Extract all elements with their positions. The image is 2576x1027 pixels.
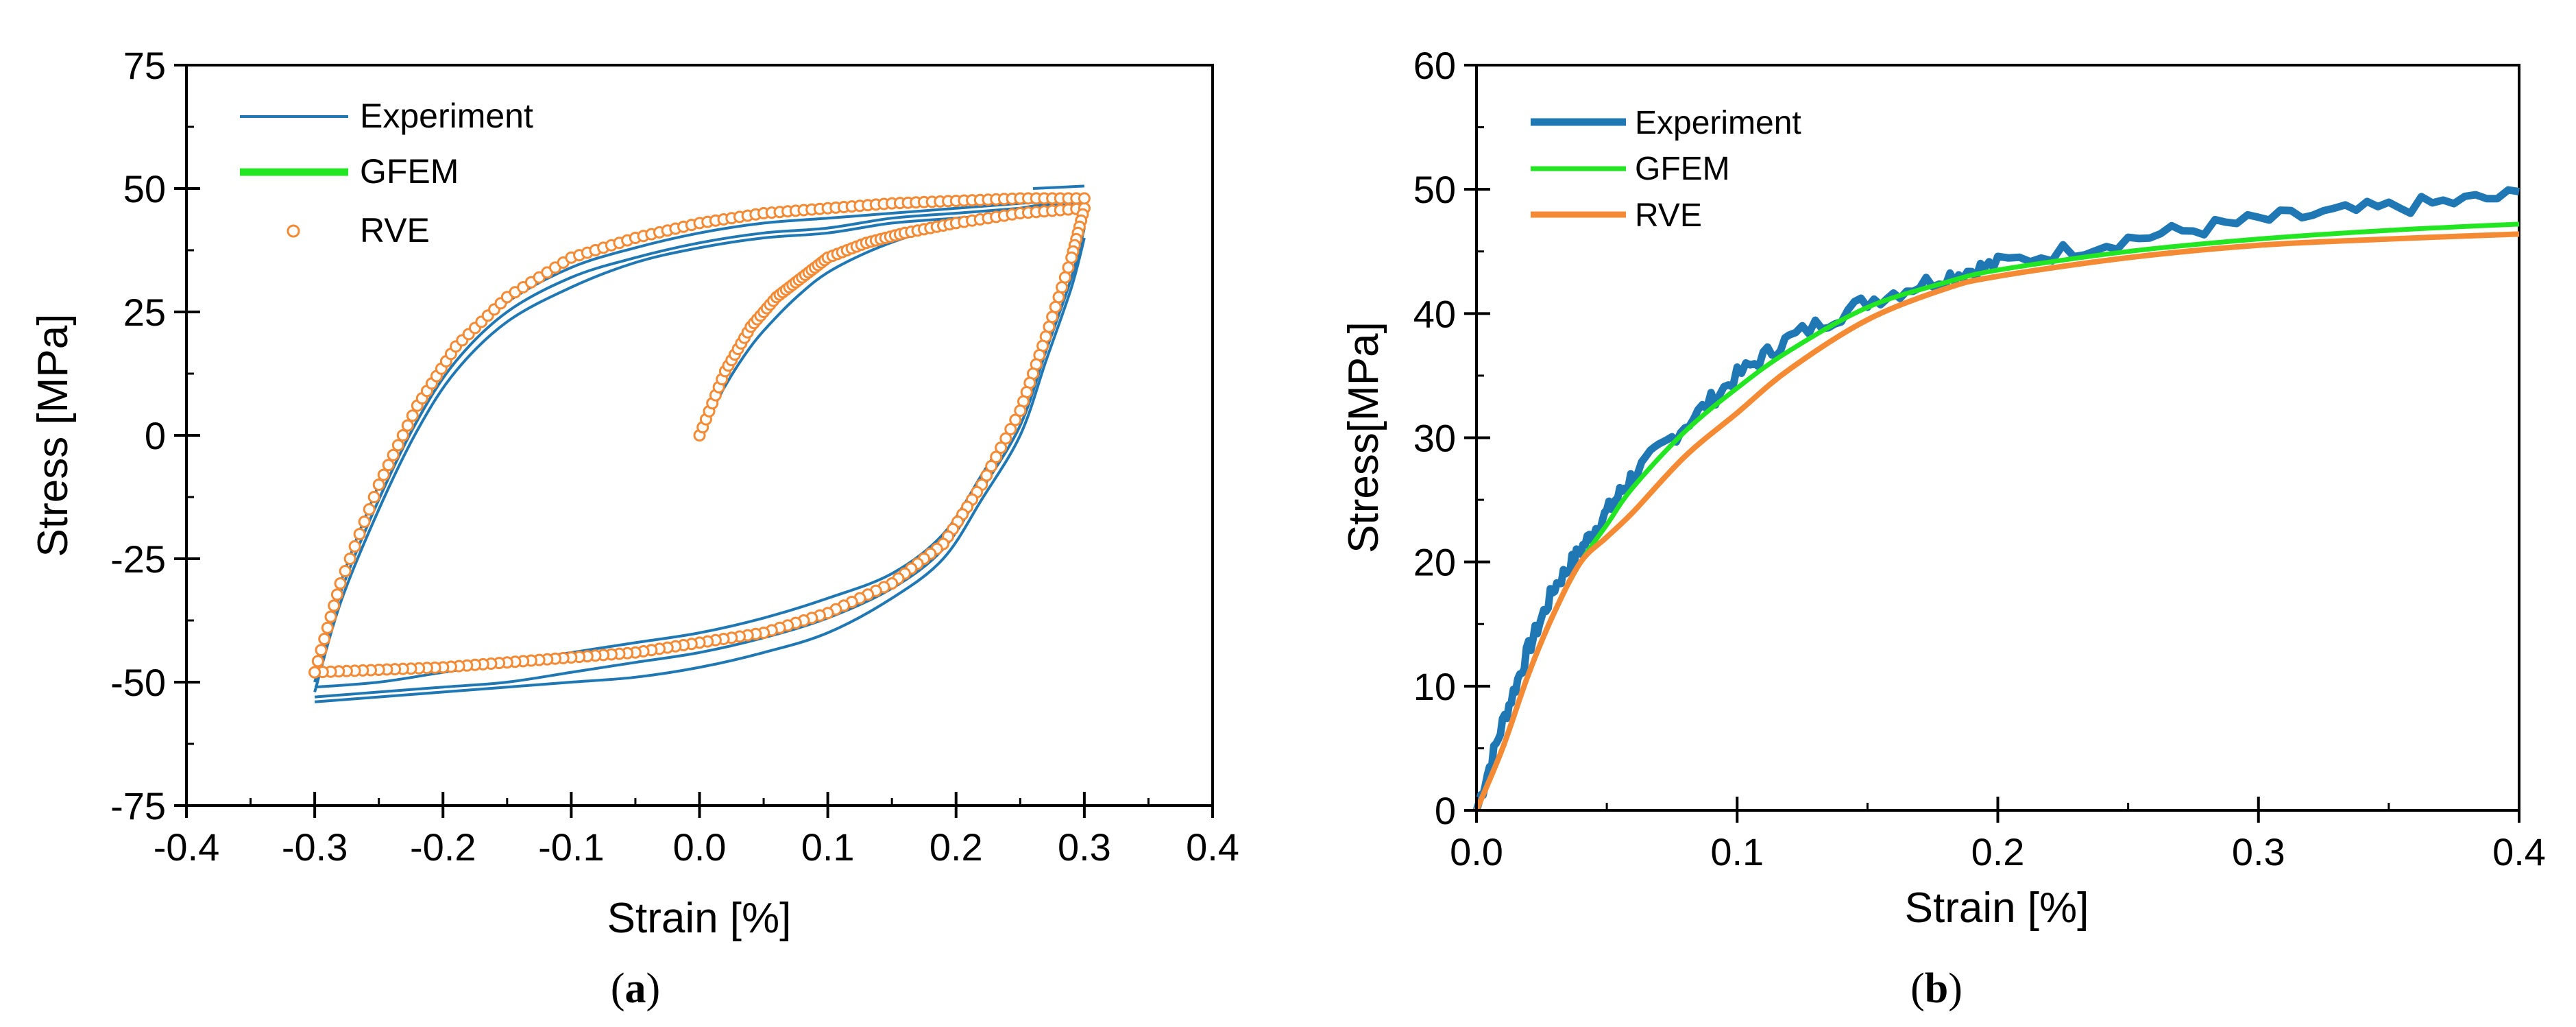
y-tick-label-b-4: 40 — [1413, 292, 1456, 335]
panel-caption-b: (b) — [1910, 965, 1963, 1012]
panel-b: 0.0 0.1 0.2 0.3 0.4 0 10 20 30 40 50 60 Experiment … — [1340, 44, 2546, 1012]
legend-gfem-label-b: GFEM — [1635, 151, 1730, 187]
experiment-curve-a-3 — [314, 237, 1086, 703]
y-tick-label-a-5: 50 — [123, 167, 166, 210]
rve-point-a-2-18 — [382, 459, 395, 472]
rve-point-a-1-24 — [1014, 404, 1027, 417]
panel-a: -0.4 -0.3 -0.2 -0.1 0.0 0.1 0.2 0.3 0.4 -75 -50 -25… — [29, 44, 1239, 1012]
rve-point-a-2-0 — [308, 666, 321, 679]
legend-gfem-label-a: GFEM — [360, 152, 459, 191]
y-tick-label-a-2: -25 — [110, 537, 166, 581]
rve-point-a-1-10 — [1058, 271, 1071, 284]
rve-point-a-1-25 — [1009, 413, 1022, 426]
rve-point-a-2-7 — [330, 588, 343, 601]
x-tick-label-a-5: 0.1 — [801, 825, 855, 869]
rve-point-a-1-11 — [1056, 281, 1069, 293]
y-tick-label-a-3: 0 — [145, 414, 166, 457]
legend-b: Experiment GFEM RVE — [1531, 105, 1801, 234]
experiment-curve-a-6 — [313, 206, 1085, 692]
rve-point-a-2-17 — [377, 468, 390, 481]
y-tick-label-b-6: 60 — [1413, 44, 1456, 87]
rve-point-a-1-12 — [1052, 291, 1065, 304]
y-tick-label-a-1: -50 — [110, 661, 166, 704]
x-tick-label-a-7: 0.3 — [1058, 825, 1111, 869]
y-tick-label-b-2: 20 — [1413, 541, 1456, 584]
rve-point-a-1-30 — [985, 460, 998, 472]
x-axis-title-a: Strain [%] — [607, 895, 792, 942]
rve-point-a-2-11 — [348, 540, 361, 553]
rve-point-a-2-23 — [406, 409, 419, 422]
legend-rve-label-b: RVE — [1635, 197, 1702, 234]
rve-point-a-2-3 — [318, 633, 331, 645]
rve-point-a-2-2 — [315, 644, 328, 657]
y-tick-label-b-1: 10 — [1413, 665, 1456, 708]
rve-point-a-1-13 — [1049, 300, 1062, 313]
rve-point-a-2-9 — [339, 565, 352, 577]
experiment-curve-a-7 — [1032, 184, 1084, 190]
series-layer-b — [1472, 186, 2520, 812]
y-tick-label-b-0: 0 — [1435, 789, 1456, 832]
rve-point-a-2-6 — [328, 599, 341, 612]
rve-point-a-2-13 — [358, 516, 371, 528]
experiment-curve-a-2 — [314, 228, 1086, 699]
x-tick-label-b-2: 0.2 — [1971, 830, 2025, 873]
y-tick-label-a-4: 25 — [123, 291, 166, 334]
rve-point-a-2-10 — [343, 553, 356, 565]
x-tick-label-b-1: 0.1 — [1710, 830, 1764, 873]
y-tick-label-a-6: 75 — [123, 44, 166, 87]
rve-point-a-2-16 — [372, 479, 385, 491]
x-tick-label-a-0: -0.4 — [154, 825, 220, 869]
x-tick-label-b-3: 0.3 — [2232, 830, 2285, 873]
rve-point-a-1-28 — [995, 442, 1008, 454]
y-tick-label-a-0: -75 — [110, 784, 166, 827]
legend-rve-label-a: RVE — [360, 211, 430, 250]
rve-point-a-1-26 — [1004, 423, 1017, 435]
panel-caption-a: (a) — [611, 965, 660, 1012]
rve-point-a-2-20 — [391, 439, 404, 452]
experiment-line-b — [1472, 186, 2520, 812]
y-axis-title-a: Stress [MPa] — [29, 314, 77, 557]
rve-point-a-2-21 — [396, 429, 409, 442]
rve-point-a-1-31 — [980, 469, 993, 482]
x-tick-label-b-4: 0.4 — [2492, 830, 2546, 873]
rve-point-a-2-22 — [401, 419, 414, 432]
rve-point-a-2-4 — [321, 621, 334, 634]
x-tick-label-b-0: 0.0 — [1450, 830, 1503, 873]
legend-rve-swatch-a — [287, 224, 300, 238]
x-tick-label-a-8: 0.4 — [1186, 825, 1239, 869]
rve-point-a-2-5 — [324, 610, 337, 623]
x-tick-label-a-2: -0.2 — [410, 825, 476, 869]
rve-point-a-2-12 — [353, 528, 366, 540]
rve-point-a-2-112 — [1078, 192, 1091, 205]
y-axis-title-b: Stress[MPa] — [1340, 322, 1387, 553]
rve-point-a-1-9 — [1062, 261, 1075, 274]
rve-point-a-1-8 — [1065, 251, 1078, 264]
rve-point-a-1-29 — [990, 450, 1003, 463]
rve-point-a-2-19 — [387, 448, 400, 461]
series-layer-a — [308, 184, 1091, 703]
x-tick-label-a-6: 0.2 — [929, 825, 983, 869]
rve-point-a-2-14 — [363, 503, 376, 516]
x-tick-label-a-1: -0.3 — [282, 825, 348, 869]
y-tick-label-b-3: 30 — [1413, 417, 1456, 460]
axis-ticks-a: -0.4 -0.3 -0.2 -0.1 0.0 0.1 0.2 0.3 0.4 -75 -50 -25… — [110, 44, 1239, 869]
axis-ticks-b: 0.0 0.1 0.2 0.3 0.4 0 10 20 30 40 50 60 — [1413, 44, 2546, 873]
x-tick-label-a-4: 0.0 — [673, 825, 727, 869]
rve-point-a-2-1 — [311, 655, 324, 668]
legend-experiment-label-a: Experiment — [360, 97, 533, 135]
legend-experiment-label-b: Experiment — [1635, 105, 1801, 141]
x-tick-label-a-3: -0.1 — [538, 825, 605, 869]
rve-point-a-2-15 — [367, 491, 380, 503]
rve-line-b — [1474, 231, 2520, 812]
rve-point-a-1-15 — [1043, 320, 1056, 333]
legend-a: Experiment GFEM RVE — [240, 97, 533, 250]
rve-point-a-1-27 — [999, 432, 1012, 445]
x-axis-title-b: Strain [%] — [1905, 884, 2089, 932]
rve-point-a-1-14 — [1046, 311, 1059, 324]
y-tick-label-b-5: 50 — [1413, 168, 1456, 211]
rve-point-a-2-8 — [334, 577, 347, 590]
